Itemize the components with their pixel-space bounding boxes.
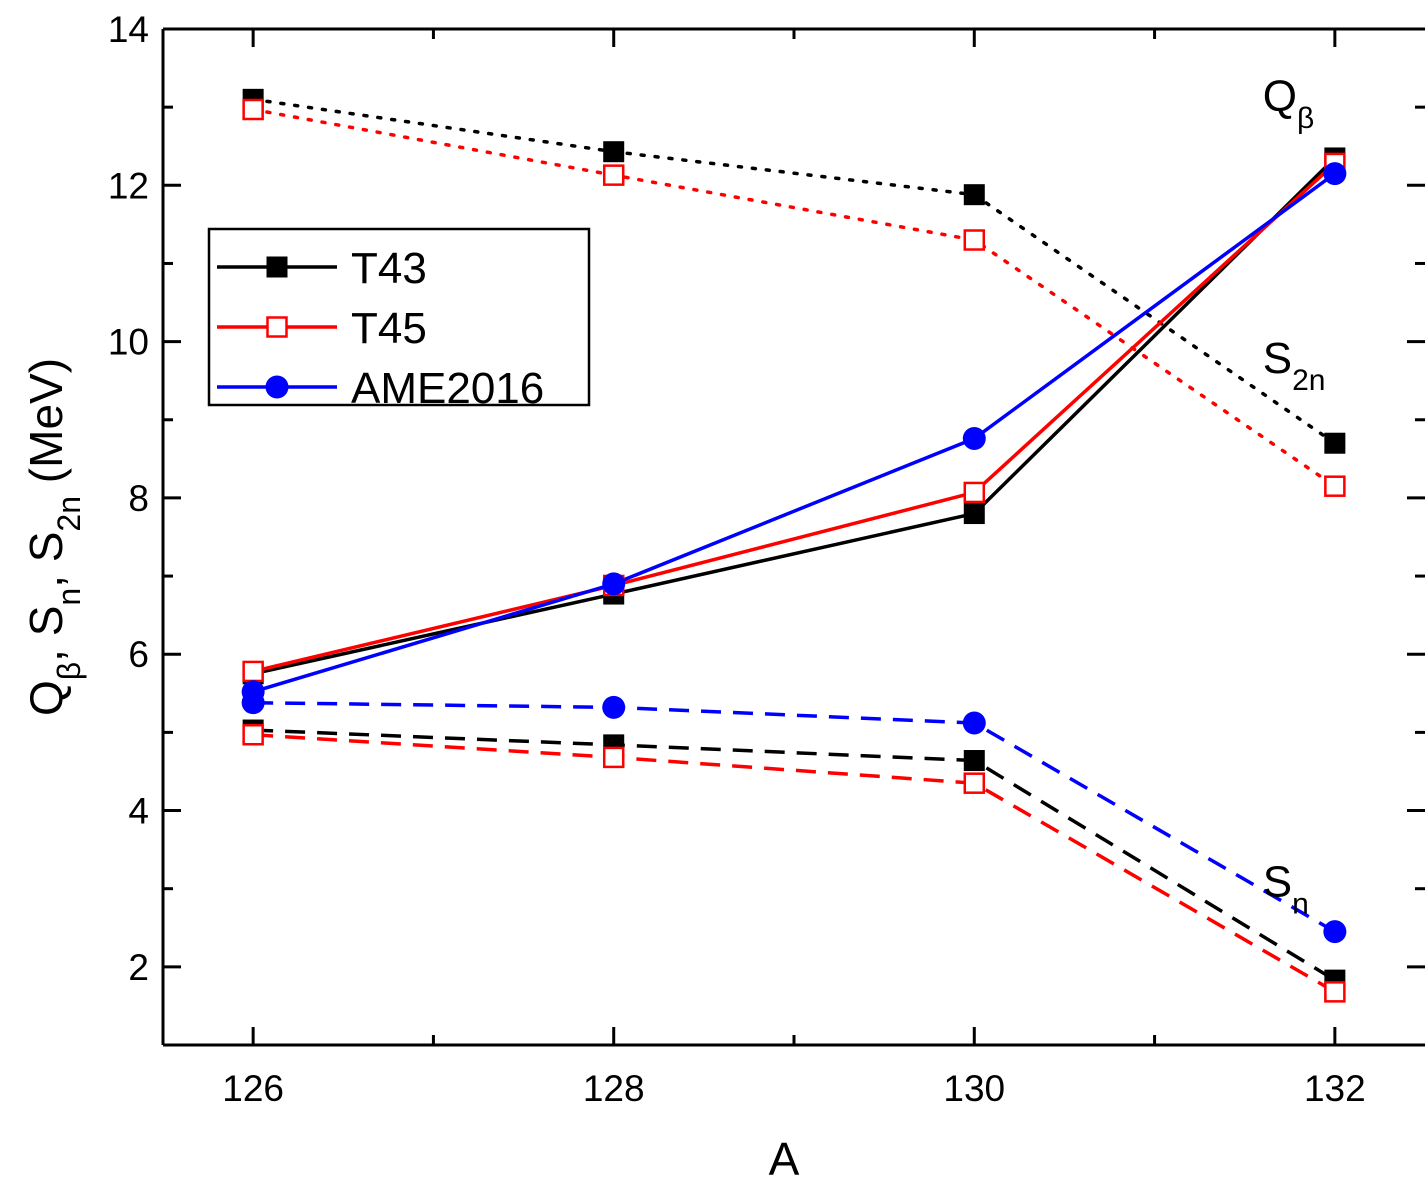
y-tick-label: 2: [128, 947, 149, 988]
data-point-ame2016-s2n: [602, 572, 626, 596]
series-line-ame2016-sn: [253, 700, 1336, 934]
x-tick-label: 130: [943, 1068, 1005, 1109]
data-point-t45-q-beta: [963, 229, 986, 251]
legend: T43 T45 AME2016: [207, 227, 591, 413]
y-axis-title-subscript: n: [51, 588, 87, 606]
legend-label: T43: [351, 244, 427, 293]
y-tick-label: 4: [128, 791, 149, 832]
x-axis-title: A: [769, 1133, 800, 1183]
x-tick-label: 126: [222, 1068, 284, 1109]
series-layer: [241, 88, 1347, 1003]
data-point-t45-q-beta: [602, 164, 625, 186]
y-axis-title-subscript: 2n: [51, 496, 87, 532]
y-axis-title-part: (MeV): [20, 358, 72, 496]
data-point-ame2016-sn: [1323, 920, 1347, 944]
data-point-ame2016-sn: [241, 691, 265, 715]
group-label-subscript: n: [1292, 887, 1309, 920]
group-label-subscript: β: [1297, 102, 1314, 135]
y-axis-title-part: , S: [20, 606, 72, 662]
series-line-t45-s2n: [252, 162, 1337, 674]
legend-marker: [266, 256, 288, 278]
x-tick-label: 132: [1304, 1068, 1366, 1109]
data-point-t43-q-beta: [603, 141, 625, 163]
series-line-ame2016-s2n: [252, 172, 1336, 694]
group-label: S2n: [1263, 334, 1326, 397]
y-tick-label: 8: [128, 478, 149, 519]
y-tick-label: 14: [108, 9, 149, 50]
legend-marker: [265, 375, 289, 399]
data-point-t45-sn: [1324, 981, 1346, 1003]
data-point-t45-sn: [602, 746, 625, 769]
data-point-t43-sn: [963, 750, 985, 772]
group-label-main: S: [1263, 858, 1292, 907]
series-line-t43-q-beta: [251, 97, 1337, 445]
legend-marker: [266, 316, 288, 338]
data-point-t45-s2n: [963, 481, 986, 504]
data-point-ame2016-s2n: [962, 427, 986, 451]
group-label: Qβ: [1263, 72, 1315, 135]
data-point-t45-s2n: [242, 660, 264, 683]
data-point-t45-q-beta: [1324, 475, 1346, 497]
data-point-t43-s2n: [963, 503, 985, 525]
y-axis-title-part: Q: [20, 680, 72, 716]
data-point-t45-q-beta: [242, 98, 264, 121]
group-label: Sn: [1263, 858, 1309, 921]
data-point-ame2016-sn: [962, 711, 986, 735]
group-label-subscript: 2n: [1292, 363, 1325, 396]
group-label-main: Q: [1263, 72, 1297, 121]
y-axis-title-part: , S: [20, 532, 72, 588]
data-point-ame2016-sn: [602, 695, 626, 719]
y-axis-title-subscript: β: [51, 662, 87, 680]
x-tick-label: 128: [583, 1068, 645, 1109]
y-tick-label: 12: [108, 165, 149, 206]
series-line-t43-s2n: [252, 156, 1337, 676]
series-line-t45-sn: [253, 732, 1336, 994]
y-axis-title: Qβ, Sn, S2n (MeV): [20, 358, 87, 716]
y-tick-label: 6: [128, 634, 149, 675]
group-label-main: S: [1263, 334, 1292, 383]
legend-label: AME2016: [351, 364, 544, 413]
data-point-t45-sn: [963, 772, 986, 794]
data-point-t43-q-beta: [963, 184, 985, 206]
data-point-ame2016-s2n: [1323, 162, 1347, 186]
y-tick-label: 10: [108, 322, 149, 363]
legend-label: T45: [351, 304, 427, 353]
data-point-t43-q-beta: [1324, 432, 1346, 454]
series-line-t43-sn: [253, 728, 1336, 982]
series-line-t45-q-beta: [251, 107, 1337, 488]
data-point-t45-sn: [242, 723, 264, 746]
